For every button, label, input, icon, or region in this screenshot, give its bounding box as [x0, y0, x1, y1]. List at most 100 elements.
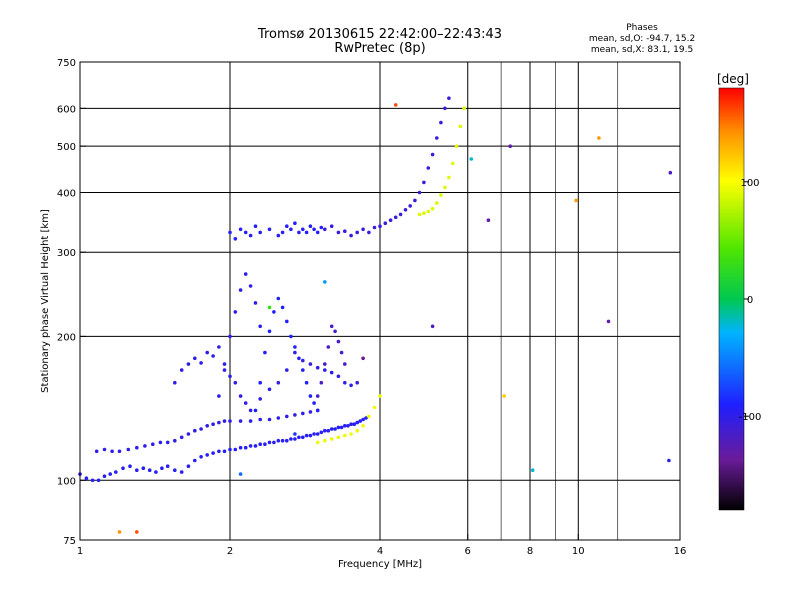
y-axis-label: Stationary phase Virtual Height [km] — [40, 209, 51, 393]
data-point — [361, 424, 365, 428]
data-point — [304, 433, 309, 438]
colorbar — [718, 87, 745, 511]
data-point — [430, 152, 435, 157]
data-point — [323, 280, 327, 284]
data-point — [372, 405, 377, 410]
colorbar-tick-label: 0 — [747, 295, 753, 306]
data-point — [289, 334, 293, 339]
data-point — [205, 350, 209, 355]
data-point — [248, 233, 253, 238]
data-point — [308, 394, 313, 398]
data-point — [233, 380, 238, 385]
data-point — [280, 230, 285, 235]
data-point — [276, 438, 281, 443]
data-point — [323, 428, 327, 433]
data-point — [315, 394, 320, 398]
data-point — [217, 420, 221, 425]
data-point — [121, 466, 125, 471]
data-point — [315, 440, 320, 445]
data-point — [293, 350, 297, 355]
colorbar-label: [deg] — [717, 72, 749, 86]
data-point — [110, 449, 114, 454]
data-point — [349, 233, 353, 238]
data-point — [94, 449, 99, 454]
data-point — [238, 227, 243, 232]
data-point — [253, 444, 258, 448]
y-tick-label: 750 — [57, 58, 76, 69]
data-point — [451, 161, 455, 166]
data-point — [280, 305, 285, 310]
data-point — [143, 444, 147, 448]
data-point — [323, 438, 327, 443]
data-point — [102, 447, 107, 452]
y-tick-label: 200 — [57, 332, 76, 343]
data-point — [222, 449, 227, 454]
data-point — [205, 453, 209, 457]
data-point — [258, 417, 263, 422]
data-point — [280, 438, 285, 443]
x-tick-label: 16 — [674, 546, 687, 557]
data-point — [508, 144, 512, 148]
data-point — [293, 345, 297, 349]
data-point — [96, 478, 101, 483]
data-point — [263, 350, 267, 355]
data-point — [272, 440, 276, 445]
data-point — [147, 468, 152, 473]
data-point — [126, 447, 131, 452]
data-point — [422, 180, 426, 185]
phase-stats-o: mean, sd,O: -94.7, 15.2 — [589, 34, 695, 44]
data-point — [186, 362, 191, 366]
data-point — [238, 472, 243, 476]
data-point — [276, 416, 281, 420]
data-point — [233, 310, 238, 314]
data-point — [343, 362, 347, 366]
chart-subtitle: RwPretec (8p) — [334, 41, 425, 56]
data-point — [336, 339, 341, 344]
data-point — [312, 227, 316, 232]
data-point — [426, 166, 431, 170]
data-point — [430, 324, 435, 329]
data-point — [179, 368, 184, 372]
data-point — [393, 215, 398, 220]
data-point — [160, 466, 164, 471]
data-point — [447, 96, 451, 100]
data-point — [258, 397, 263, 401]
y-tick-label: 75 — [63, 536, 76, 547]
data-point — [574, 198, 578, 203]
data-point — [151, 442, 155, 447]
data-point — [193, 356, 197, 361]
data-point — [228, 447, 232, 452]
data-point — [128, 464, 132, 469]
data-point — [333, 329, 337, 334]
data-point — [349, 432, 353, 436]
data-point — [267, 387, 272, 392]
data-point — [222, 419, 227, 423]
data-point — [329, 427, 334, 431]
data-point — [301, 368, 305, 372]
data-point — [308, 362, 313, 366]
data-points — [78, 96, 673, 534]
data-point — [297, 356, 301, 361]
y-tick-label: 300 — [57, 248, 76, 259]
data-point — [228, 374, 232, 379]
data-point — [319, 430, 324, 435]
data-point — [458, 124, 463, 129]
data-point — [435, 136, 439, 140]
data-point — [158, 440, 163, 445]
x-tick-label: 8 — [527, 546, 533, 557]
data-point — [179, 435, 184, 440]
data-point — [398, 212, 403, 217]
data-point — [417, 212, 422, 217]
data-point — [422, 211, 426, 215]
data-point — [165, 464, 170, 469]
data-point — [447, 175, 451, 180]
data-point — [597, 136, 601, 140]
chart-title: Tromsø 20130615 22:42:00–22:43:43 — [257, 27, 502, 42]
data-point — [285, 224, 289, 228]
data-point — [308, 433, 313, 438]
data-point — [388, 218, 393, 222]
x-tick-label: 4 — [377, 546, 383, 557]
data-point — [186, 432, 191, 436]
data-point — [217, 449, 221, 454]
data-point — [258, 230, 263, 235]
